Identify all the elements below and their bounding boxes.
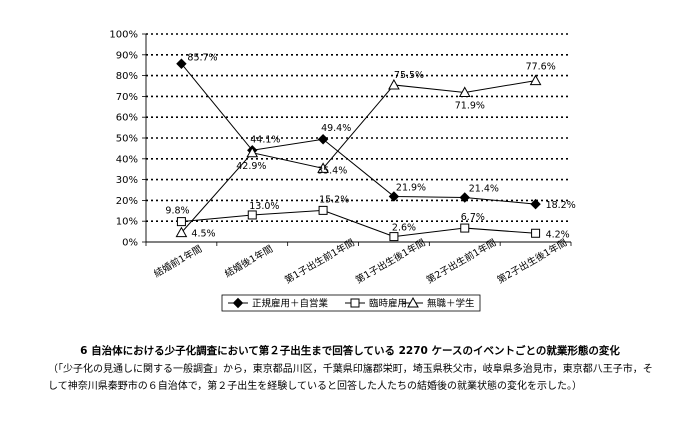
y-tick-label: 0% (122, 238, 138, 249)
y-tick-label: 80% (116, 71, 138, 82)
data-label-unemployed-student: 71.9% (455, 100, 485, 111)
y-tick-label: 30% (116, 175, 138, 186)
data-label-unemployed-student: 35.4% (317, 165, 347, 176)
data-label-unemployed-student: 42.9% (236, 161, 266, 172)
y-tick-label: 100% (109, 30, 138, 41)
legend-label-unemployed-student: 無職＋学生 (427, 298, 475, 310)
y-axis-ticks: 0% 10% 20% 30% 40% 50% 60% 70% 80% 90% 100% (109, 30, 146, 249)
data-label-temporary: 15.2% (319, 194, 349, 205)
data-point-temporary (318, 205, 328, 215)
y-tick-label: 60% (116, 113, 138, 124)
y-tick-label: 40% (116, 154, 138, 165)
series-lines (175, 58, 542, 242)
data-label-temporary: 13.0% (249, 201, 279, 212)
x-tick-label: 第2子出生前1年間 (424, 237, 498, 287)
series-line-temporary (181, 209, 536, 238)
data-point-temporary (389, 232, 399, 242)
data-point-unemployed-student (388, 78, 400, 90)
data-label-regular-selfemployed: 21.9% (396, 182, 426, 193)
data-label-unemployed-student: 77.6% (526, 62, 556, 73)
x-tick-label: 第2子出生後1年間 (495, 237, 569, 287)
x-tick-label: 第1子出生後1年間 (353, 237, 427, 287)
data-label-unemployed-student: 4.5% (191, 229, 215, 240)
data-point-temporary (247, 210, 257, 220)
legend-marker-temporary (350, 298, 360, 308)
data-label-temporary: 2.6% (392, 223, 416, 234)
y-tick-label: 10% (116, 217, 138, 228)
data-label-temporary: 4.2% (546, 229, 570, 240)
data-point-unemployed-student (175, 226, 188, 238)
data-label-temporary: 6.7% (461, 212, 485, 223)
legend-label-regular-selfemployed: 正規雇用＋自営業 (252, 298, 329, 310)
data-label-regular-selfemployed: 18.2% (546, 200, 576, 211)
legend-label-temporary: 臨時雇用 (369, 298, 407, 310)
series-line-regular-selfemployed (181, 63, 536, 205)
data-point-unemployed-student (458, 86, 471, 97)
caption-note: （「少子化の見通しに関する一般調査」から，東京都品川区，千葉県印旛郡栄町，埼玉県… (48, 364, 653, 392)
line-chart: 0% 10% 20% 30% 40% 50% 60% 70% 80% 90% 100% 結婚前1年間… (109, 30, 576, 312)
series-line-unemployed-student (181, 80, 536, 233)
legend: 正規雇用＋自営業 臨時雇用 無職＋学生 (221, 294, 481, 312)
x-tick-label: 結婚後1年間 (223, 243, 275, 280)
data-point-regular-selfemployed (176, 58, 187, 69)
legend-marker-unemployed-student (407, 296, 419, 308)
data-point-regular-selfemployed (388, 191, 400, 202)
x-tick-label: 結婚前1年間 (152, 243, 204, 280)
data-point-regular-selfemployed (459, 192, 470, 203)
data-label-regular-selfemployed: 85.7% (187, 53, 217, 64)
caption-title: 6 自治体における少子化調査において第２子出生まで回答している 2270 ケース… (80, 345, 620, 357)
legend-marker-regular-selfemployed (232, 297, 244, 309)
x-axis-ticks: 結婚前1年間 結婚後1年間 第1子出生前1年間第1子出生後1年間第2子出生前1年間第… (145, 237, 572, 287)
data-point-unemployed-student (529, 74, 542, 86)
data-label-regular-selfemployed: 44.1% (250, 134, 280, 145)
x-tick-label: 第1子出生前1年間 (283, 237, 357, 287)
data-label-temporary: 9.8% (165, 206, 189, 217)
data-label-unemployed-student: 75.5% (394, 70, 424, 81)
data-point-unemployed-student (317, 162, 329, 173)
data-label-regular-selfemployed: 49.4% (321, 123, 351, 134)
data-point-regular-selfemployed (317, 134, 329, 145)
data-point-temporary (176, 217, 186, 227)
data-point-regular-selfemployed (530, 198, 541, 210)
data-label-regular-selfemployed: 21.4% (469, 183, 499, 194)
y-tick-label: 70% (116, 92, 138, 103)
data-point-temporary (531, 228, 541, 238)
y-tick-label: 50% (116, 134, 138, 145)
y-tick-label: 90% (116, 50, 138, 61)
data-labels: 85.7% 44.1% 49.4% 21.9% 21.4% 18.2% 9.8% 13.0% 1… (165, 53, 575, 241)
y-tick-label: 20% (116, 196, 138, 207)
data-point-temporary (460, 223, 470, 233)
data-point-unemployed-student (246, 146, 259, 158)
grid-lines (145, 33, 571, 243)
